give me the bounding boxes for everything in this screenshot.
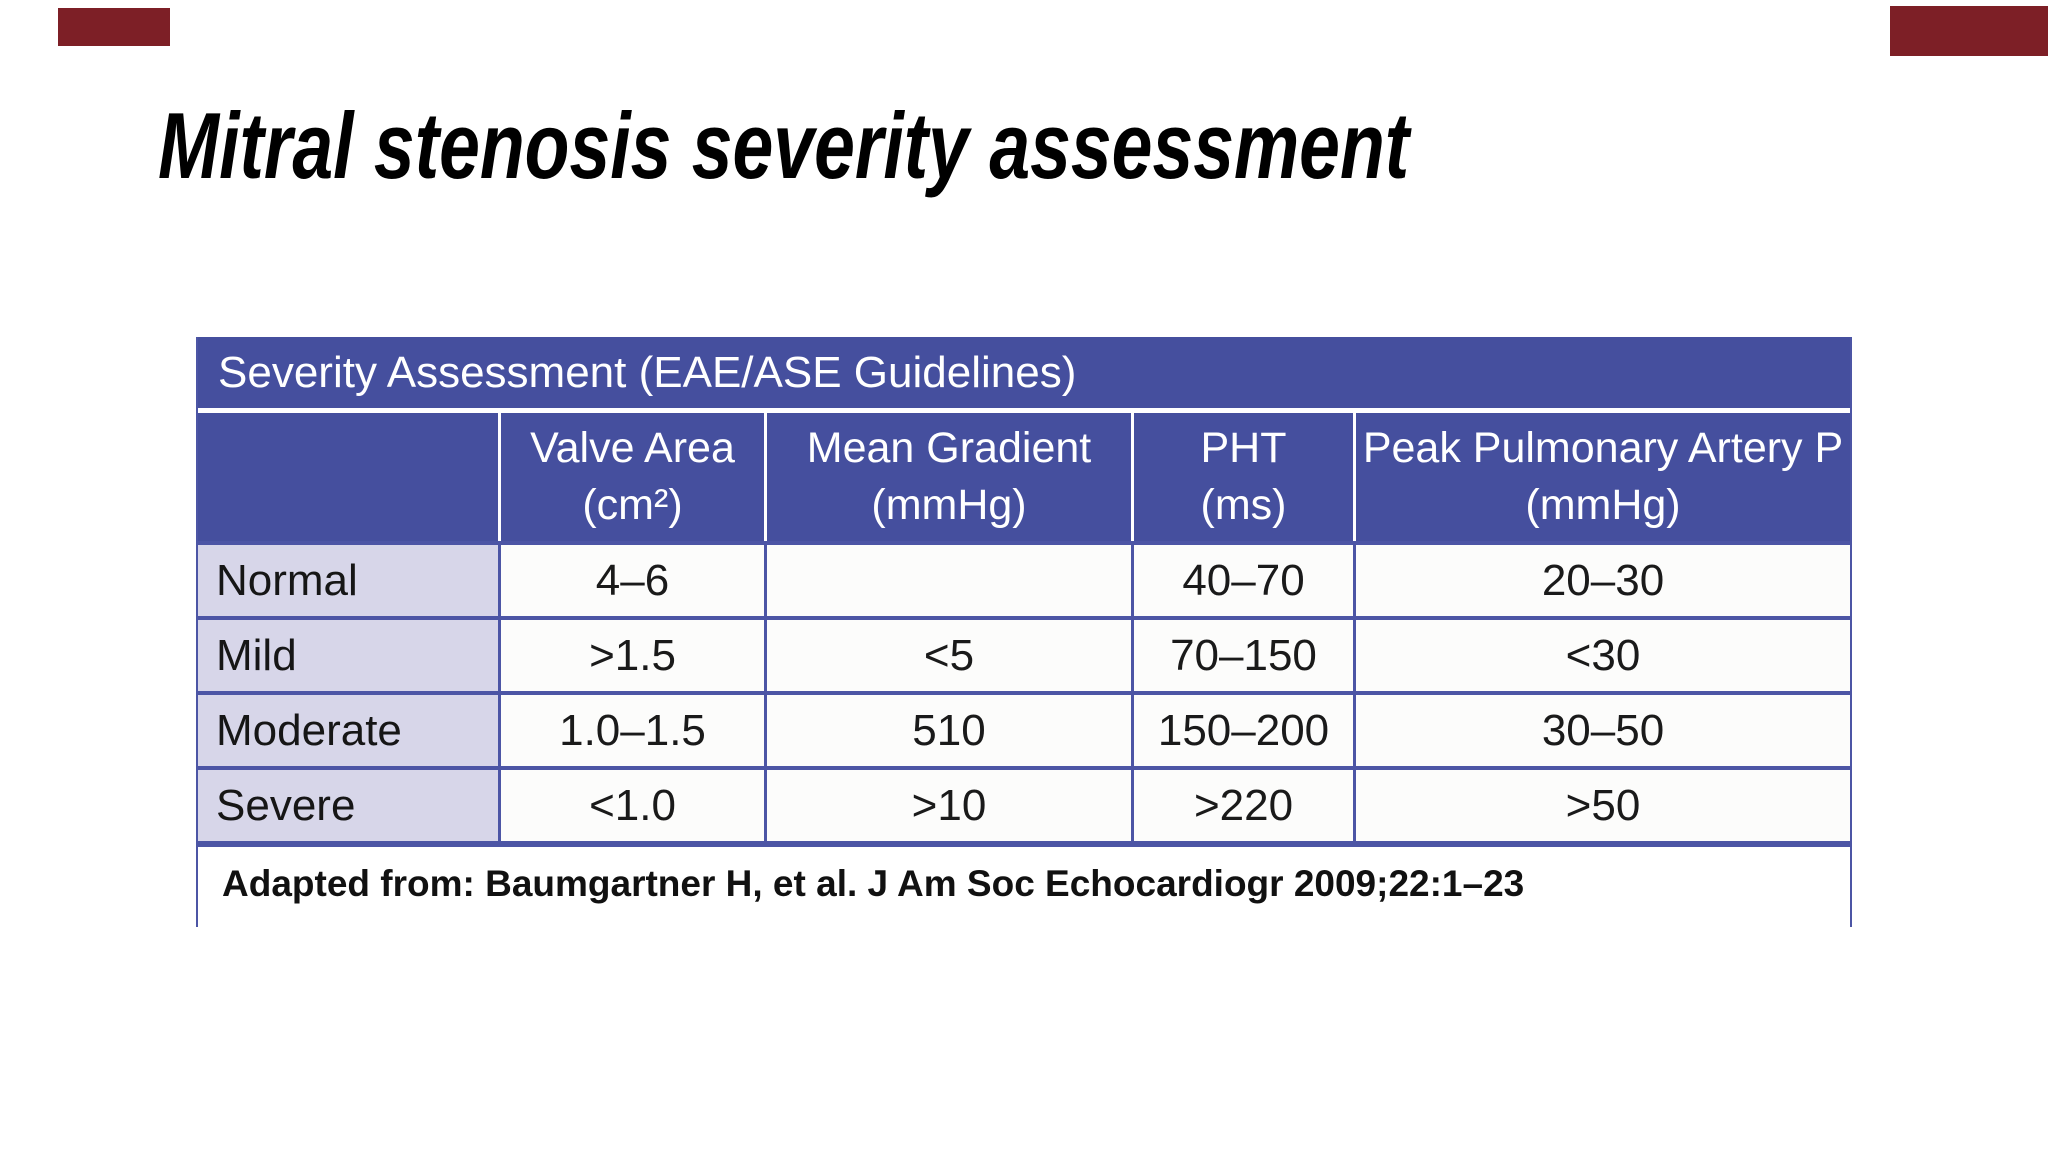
cell-mild-peak-pulmonary-artery-pressure: <30 xyxy=(1353,620,1850,691)
table-row-moderate: Moderate 1.0–1.5 510 150–200 30–50 xyxy=(198,691,1850,766)
column-header-peak-pulmonary-artery-pressure: Peak Pulmonary Artery P (mmHg) xyxy=(1353,413,1850,541)
cell-severe-valve-area: <1.0 xyxy=(498,770,764,841)
cell-mild-mean-gradient: <5 xyxy=(764,620,1131,691)
column-header-valve-area: Valve Area (cm²) xyxy=(498,413,764,541)
column-header-line1: PHT xyxy=(1200,424,1287,473)
column-header-line1: Valve Area xyxy=(530,424,735,473)
cell-severe-peak-pulmonary-artery-pressure: >50 xyxy=(1353,770,1850,841)
row-label-moderate: Moderate xyxy=(198,695,498,766)
row-label-mild: Mild xyxy=(198,620,498,691)
cell-mild-valve-area: >1.5 xyxy=(498,620,764,691)
cell-normal-mean-gradient xyxy=(764,545,1131,616)
column-header-line1: Mean Gradient xyxy=(806,424,1092,473)
column-header-line2: (ms) xyxy=(1200,481,1287,529)
cell-severe-pht: >220 xyxy=(1131,770,1353,841)
table-row-severe: Severe <1.0 >10 >220 >50 xyxy=(198,766,1850,841)
slide-title: Mitral stenosis severity assessment xyxy=(158,93,1410,198)
table-footer: Adapted from: Baumgartner H, et al. J Am… xyxy=(198,847,1850,927)
row-label-severe: Severe xyxy=(198,770,498,841)
cell-mild-pht: 70–150 xyxy=(1131,620,1353,691)
column-header-line2: (mmHg) xyxy=(1525,481,1681,529)
table-title-bar: Severity Assessment (EAE/ASE Guidelines) xyxy=(198,337,1850,413)
cell-severe-mean-gradient: >10 xyxy=(764,770,1131,841)
cell-moderate-mean-gradient: 510 xyxy=(764,695,1131,766)
table-title: Severity Assessment (EAE/ASE Guidelines) xyxy=(218,347,1077,397)
row-label-normal: Normal xyxy=(198,545,498,616)
column-header-line2: (cm²) xyxy=(582,481,683,529)
citation-text: Adapted from: Baumgartner H, et al. J Am… xyxy=(222,863,1525,904)
column-header-line2: (mmHg) xyxy=(871,481,1027,529)
column-header-mean-gradient: Mean Gradient (mmHg) xyxy=(764,413,1131,541)
cell-normal-valve-area: 4–6 xyxy=(498,545,764,616)
cell-normal-pht: 40–70 xyxy=(1131,545,1353,616)
top-right-accent-bar xyxy=(1890,6,2048,56)
column-header-pht: PHT (ms) xyxy=(1131,413,1353,541)
cell-moderate-peak-pulmonary-artery-pressure: 30–50 xyxy=(1353,695,1850,766)
table-bottom-rule xyxy=(198,841,1850,847)
column-header-line1: Peak Pulmonary Artery P xyxy=(1362,424,1844,473)
column-header-empty xyxy=(198,413,498,541)
cell-moderate-pht: 150–200 xyxy=(1131,695,1353,766)
cell-normal-peak-pulmonary-artery-pressure: 20–30 xyxy=(1353,545,1850,616)
table-row-normal: Normal 4–6 40–70 20–30 xyxy=(198,541,1850,616)
table-header-row: Valve Area (cm²) Mean Gradient (mmHg) PH… xyxy=(198,413,1850,541)
top-left-accent-bar xyxy=(58,8,170,46)
cell-moderate-valve-area: 1.0–1.5 xyxy=(498,695,764,766)
severity-assessment-table: Severity Assessment (EAE/ASE Guidelines)… xyxy=(196,337,1852,927)
table-row-mild: Mild >1.5 <5 70–150 <30 xyxy=(198,616,1850,691)
